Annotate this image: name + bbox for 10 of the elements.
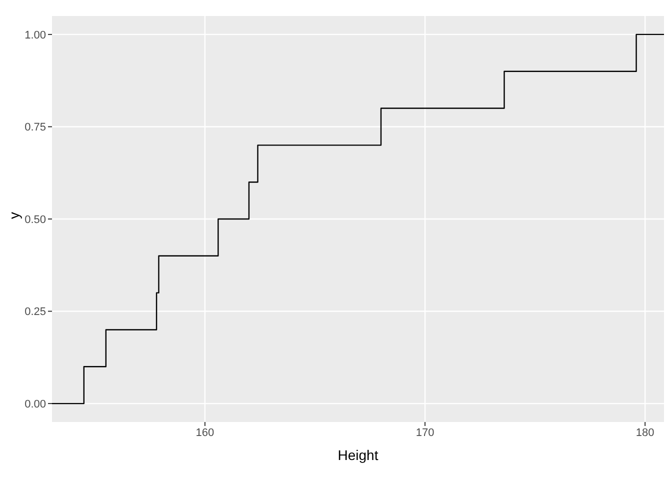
y-tick-label: 0.00 (24, 398, 46, 410)
y-tick-label: 0.75 (24, 122, 46, 134)
x-tick-label: 170 (416, 426, 434, 439)
y-tick-label: 0.25 (24, 306, 46, 318)
y-tick-label: 0.50 (24, 214, 46, 226)
y-axis-title: y (6, 212, 22, 219)
x-tick-label: 180 (636, 426, 654, 439)
y-tick-label: 1.00 (24, 29, 46, 42)
x-tick-label: 160 (196, 426, 214, 439)
x-axis-title: Height (338, 447, 378, 463)
